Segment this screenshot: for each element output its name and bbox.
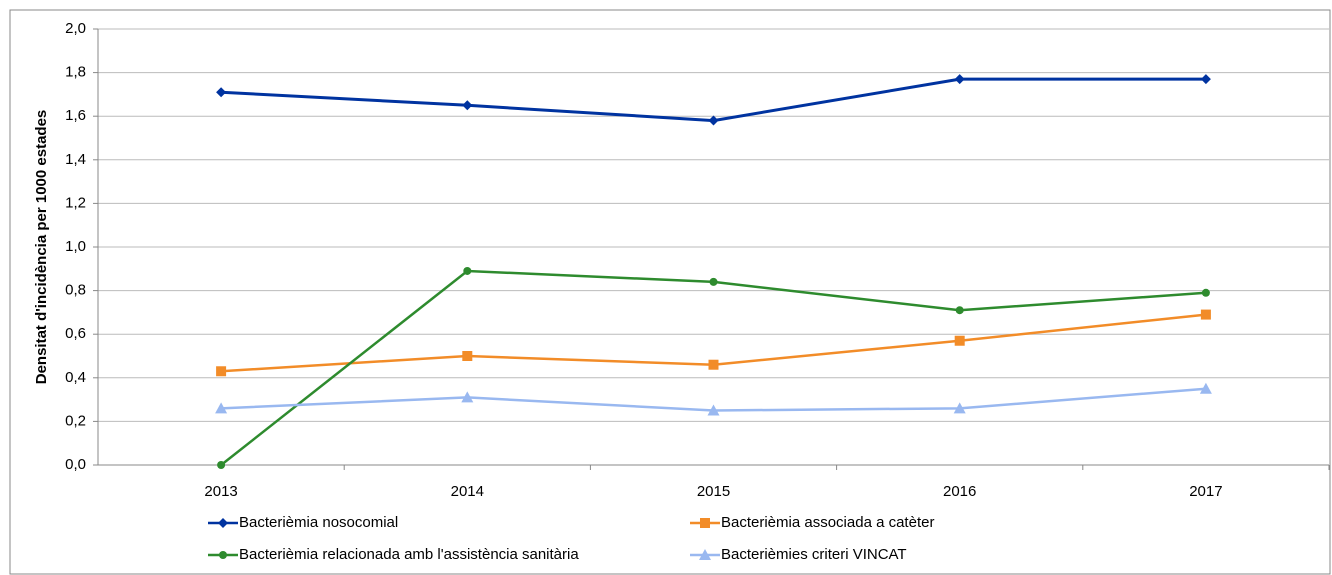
marker — [708, 359, 719, 370]
y-tick-label: 1,8 — [65, 64, 86, 81]
marker — [955, 306, 964, 315]
marker — [954, 335, 965, 346]
marker — [709, 277, 718, 286]
marker — [699, 549, 711, 560]
y-tick-label: 1,6 — [65, 107, 86, 124]
marker — [1200, 309, 1211, 320]
marker — [1201, 288, 1210, 297]
y-tick-label: 0,0 — [65, 456, 86, 473]
chart-frame — [9, 9, 1331, 575]
marker — [707, 404, 720, 416]
marker — [216, 87, 227, 98]
y-tick-label: 1,0 — [65, 238, 86, 255]
legend-label: Bacterièmia nosocomial — [239, 514, 398, 531]
legend-label: Bacterièmies criteri VINCAT — [721, 546, 907, 563]
marker — [954, 74, 965, 85]
y-tick-label: 0,6 — [65, 325, 86, 342]
y-tick-label: 1,2 — [65, 194, 86, 211]
y-tick-label: 0,2 — [65, 412, 86, 429]
y-tick-label: 1,4 — [65, 151, 86, 168]
y-axis-label: Densitat d'incidència per 1000 estades — [33, 110, 50, 385]
marker — [462, 351, 473, 361]
y-tick-label: 0,4 — [65, 369, 86, 386]
marker — [216, 366, 227, 377]
legend-label: Bacterièmia relacionada amb l'assistènci… — [239, 546, 579, 563]
marker — [700, 518, 710, 528]
x-tick-label: 2017 — [1189, 483, 1222, 500]
marker — [217, 461, 226, 469]
x-tick-label: 2015 — [697, 483, 730, 500]
marker — [1199, 382, 1212, 394]
y-tick-label: 0,8 — [65, 282, 86, 299]
x-tick-label: 2014 — [451, 483, 484, 500]
x-tick-label: 2016 — [943, 483, 976, 500]
marker — [1200, 74, 1211, 85]
marker — [219, 551, 227, 559]
legend-label: Bacterièmia associada a catèter — [721, 514, 934, 531]
marker — [218, 518, 228, 528]
y-tick-label: 2,0 — [65, 20, 86, 37]
marker — [953, 402, 966, 414]
marker — [461, 391, 474, 403]
marker — [463, 266, 472, 275]
marker — [215, 402, 228, 414]
marker — [462, 100, 473, 111]
marker — [708, 115, 719, 126]
x-tick-label: 2013 — [204, 483, 237, 500]
